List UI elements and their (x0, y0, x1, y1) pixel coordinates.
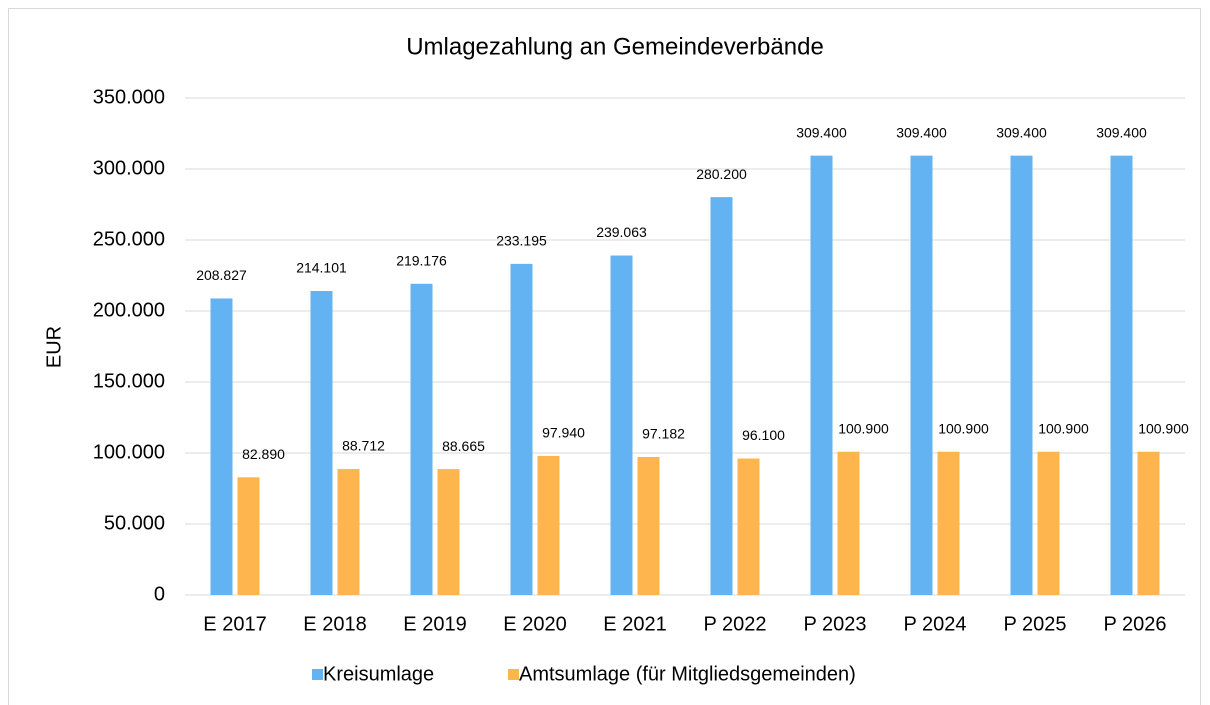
bar (537, 455, 560, 595)
value-label: 219.176 (396, 252, 447, 268)
bar (810, 155, 833, 596)
value-label: 88.665 (442, 438, 485, 454)
value-label: 82.890 (242, 446, 285, 462)
y-axis-label: EUR (43, 326, 65, 368)
y-tick-label: 50.000 (104, 512, 165, 534)
bar (410, 283, 433, 595)
x-tick-label: P 2025 (1003, 613, 1066, 635)
x-tick-label: P 2024 (903, 613, 966, 635)
bar (710, 197, 733, 595)
legend-label: Amtsumlage (für Mitgliedsgemeinden) (519, 663, 856, 685)
value-label: 88.712 (342, 438, 385, 454)
bar (910, 155, 933, 596)
y-tick-label: 350.000 (93, 86, 165, 108)
value-label: 309.400 (896, 124, 947, 140)
bar (310, 290, 333, 595)
x-tick-label: P 2023 (803, 613, 866, 635)
bar (1037, 451, 1060, 595)
legend-label: Kreisumlage (323, 663, 434, 685)
value-label: 100.900 (1138, 420, 1189, 436)
value-label: 100.900 (1038, 420, 1089, 436)
x-tick-label: E 2019 (403, 613, 466, 635)
x-tick-label: E 2021 (603, 613, 666, 635)
bar (237, 477, 260, 595)
x-tick-label: P 2022 (703, 613, 766, 635)
legend-swatch (508, 669, 519, 680)
value-label: 208.827 (196, 267, 247, 283)
bar (1137, 451, 1160, 595)
value-label: 309.400 (1096, 124, 1147, 140)
y-tick-label: 250.000 (93, 228, 165, 250)
bar (1010, 155, 1033, 596)
value-label: 280.200 (696, 166, 747, 182)
bar (210, 298, 233, 595)
x-tick-label: E 2020 (503, 613, 566, 635)
bar (737, 458, 760, 595)
legend-swatch (312, 669, 323, 680)
value-label: 309.400 (796, 124, 847, 140)
y-tick-label: 200.000 (93, 299, 165, 321)
value-label: 97.940 (542, 425, 585, 441)
bar (937, 451, 960, 595)
value-label: 97.182 (642, 426, 685, 442)
bar (610, 255, 633, 596)
bar (510, 263, 533, 595)
value-label: 100.900 (838, 420, 889, 436)
bar (837, 451, 860, 595)
value-label: 100.900 (938, 420, 989, 436)
x-tick-label: P 2026 (1103, 613, 1166, 635)
chart-title: Umlagezahlung an Gemeindeverbände (406, 33, 824, 60)
x-tick-label: E 2017 (203, 613, 266, 635)
value-label: 309.400 (996, 124, 1047, 140)
y-tick-label: 100.000 (93, 441, 165, 463)
chart-frame (8, 8, 1201, 705)
value-label: 239.063 (596, 224, 647, 240)
y-tick-label: 150.000 (93, 370, 165, 392)
bar (437, 469, 460, 595)
y-tick-label: 300.000 (93, 157, 165, 179)
value-label: 233.195 (496, 233, 547, 249)
bar (1110, 155, 1133, 596)
x-tick-label: E 2018 (303, 613, 366, 635)
bar (337, 469, 360, 595)
bar (637, 457, 660, 595)
value-label: 214.101 (296, 260, 347, 276)
value-label: 96.100 (742, 427, 785, 443)
y-tick-label: 0 (154, 583, 165, 605)
